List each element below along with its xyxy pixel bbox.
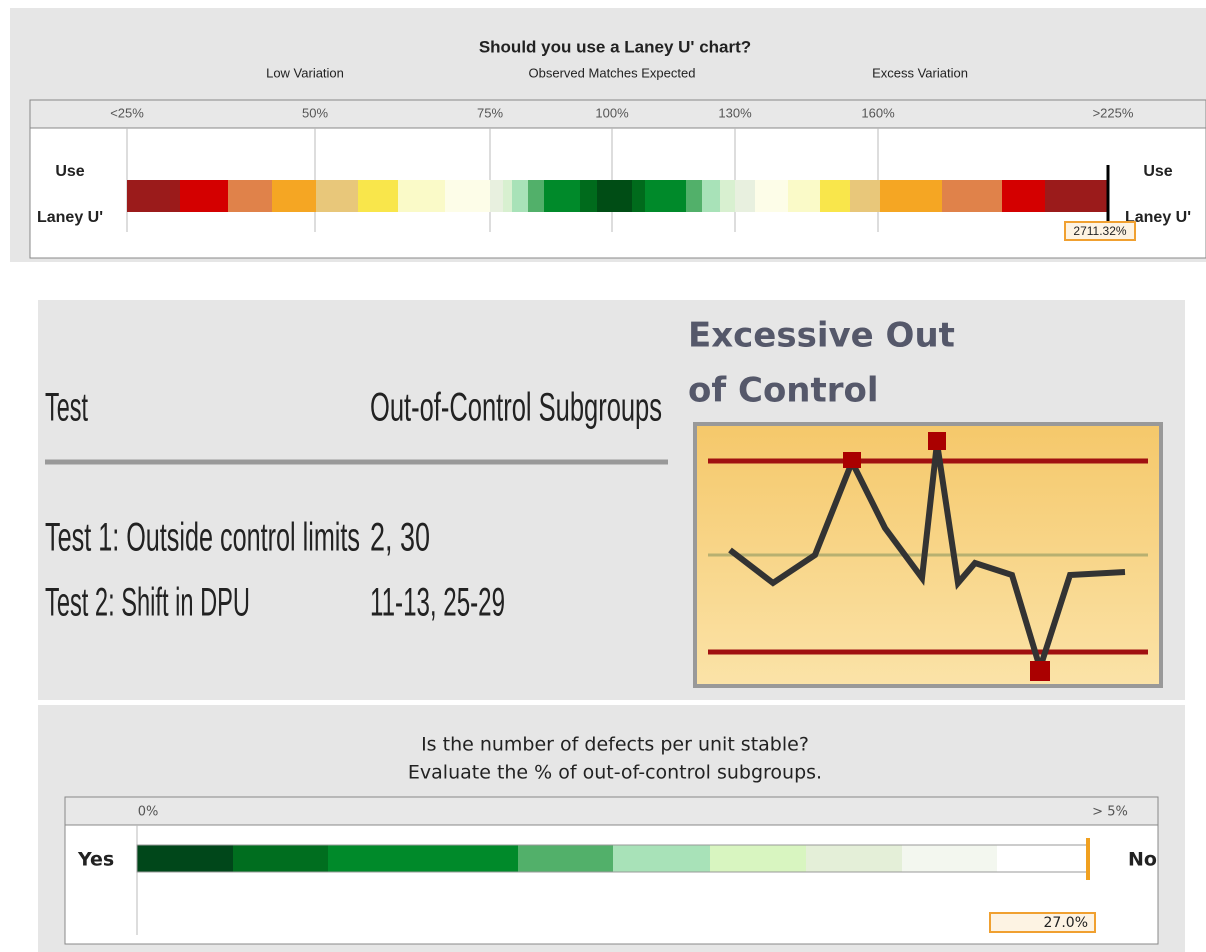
tick-label: <25% [110,105,144,120]
zone-label: Observed Matches Expected [529,65,696,80]
side-label: Laney U' [37,209,103,226]
color-segment [358,180,398,212]
color-segment [180,180,228,212]
panel-title: Is the number of defects per unit stable… [421,734,809,756]
color-segment [580,180,597,212]
color-segment [880,180,942,212]
color-segment [316,180,358,212]
color-segment [528,180,544,212]
color-segment [788,180,820,212]
color-segment [518,845,613,872]
color-segment [503,180,512,212]
marker-label: 2711.32% [1073,224,1126,238]
color-segment [1002,180,1045,212]
side-label: No [1128,849,1157,871]
table-header: Test [45,386,88,430]
table-header: Out-of-Control Subgroups [370,386,662,430]
icon-title: Excessive Out [688,316,955,356]
color-segment [597,180,632,212]
color-segment [942,180,1002,212]
marker-label: 27.0% [1044,915,1088,931]
color-segment [490,180,503,212]
color-segment [272,180,316,212]
color-segment [398,180,445,212]
color-segment [820,180,850,212]
color-segment [445,180,490,212]
tick-label: 0% [138,805,159,820]
color-segment [997,845,1088,872]
color-segment [702,180,720,212]
color-segment [512,180,528,212]
color-segment [613,845,710,872]
table-cell: Test 2: Shift in DPU [45,581,250,625]
tick-label: 130% [718,105,752,120]
color-segment [850,180,880,212]
tick-label: 160% [861,105,895,120]
color-segment [544,180,580,212]
icon-point [843,452,861,468]
zone-label: Low Variation [266,65,344,80]
tick-row [65,797,1158,825]
color-segment [1045,180,1108,212]
tick-label: > 5% [1092,805,1128,820]
color-segment [137,845,233,872]
color-segment [328,845,518,872]
color-segment [755,180,788,212]
color-segment [806,845,902,872]
panel-title: Evaluate the % of out-of-control subgrou… [408,762,822,784]
icon-point [928,432,946,450]
icon-title: of Control [688,371,879,411]
color-segment [710,845,806,872]
table-cell: 2, 30 [370,516,430,560]
side-label: Yes [77,849,114,871]
icon-point [1030,661,1050,681]
color-segment [735,180,755,212]
tick-label: 75% [477,105,503,120]
panel-title: Should you use a Laney U' chart? [479,37,751,56]
color-segment [720,180,735,212]
table-cell: 11-13, 25-29 [370,581,505,625]
color-segment [632,180,645,212]
color-segment [645,180,686,212]
color-segment [233,845,328,872]
color-segment [228,180,272,212]
color-segment [686,180,702,212]
tick-label: >225% [1093,105,1134,120]
tick-label: 50% [302,105,328,120]
tick-label: 100% [595,105,629,120]
color-segment [902,845,997,872]
color-segment [127,180,180,212]
report: Should you use a Laney U' chart? Low Var… [0,0,1206,952]
zone-label: Excess Variation [872,65,968,80]
page: Should you use a Laney U' chart? Low Var… [0,0,1206,952]
table-cell: Test 1: Outside control limits [45,516,360,560]
side-label: Use [55,163,84,180]
side-label: Use [1143,163,1172,180]
